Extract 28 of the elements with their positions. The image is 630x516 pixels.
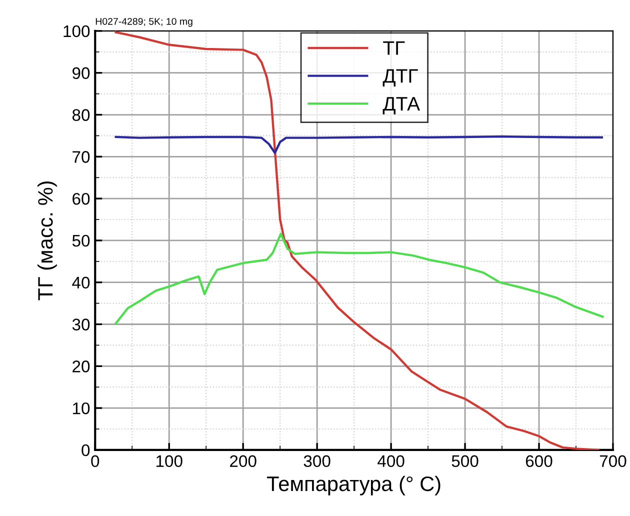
y-tick-label: 80 bbox=[72, 109, 90, 121]
y-tick-label: 0 bbox=[82, 444, 90, 456]
x-tick-label: 700 bbox=[600, 455, 626, 468]
legend-label: ДТА bbox=[382, 97, 420, 114]
x-axis-title: Темпаратура (° C) bbox=[267, 476, 440, 496]
y-tick-label: 40 bbox=[72, 276, 90, 289]
x-tick-label: 400 bbox=[378, 455, 404, 468]
line-series bbox=[114, 232, 604, 325]
x-tick-label: 600 bbox=[526, 455, 552, 468]
y-tick-label: 100 bbox=[64, 25, 90, 38]
y-tick-label: 60 bbox=[72, 192, 90, 205]
y-tick-label: 70 bbox=[72, 151, 90, 163]
y-axis-title: ТГ (масс. %) bbox=[37, 181, 57, 300]
legend-label: ТГ bbox=[383, 41, 405, 55]
legend-label: ДТГ bbox=[382, 69, 418, 86]
y-tick-label: 10 bbox=[73, 402, 90, 414]
line-series bbox=[114, 31, 600, 450]
y-tick-label: 20 bbox=[72, 360, 90, 372]
y-tick-label: 50 bbox=[72, 234, 90, 247]
line-series bbox=[114, 135, 604, 154]
text: H027-4289; 5K; 10 mg bbox=[96, 18, 192, 27]
x-tick-label: 500 bbox=[452, 455, 478, 468]
x-tick-label: 100 bbox=[156, 455, 182, 468]
x-tick-label: 300 bbox=[304, 455, 330, 468]
x-tick-label: 0 bbox=[91, 455, 100, 468]
y-tick-label: 30 bbox=[72, 318, 90, 330]
y-tick-label: 90 bbox=[72, 67, 90, 80]
x-tick-label: 200 bbox=[230, 455, 256, 468]
